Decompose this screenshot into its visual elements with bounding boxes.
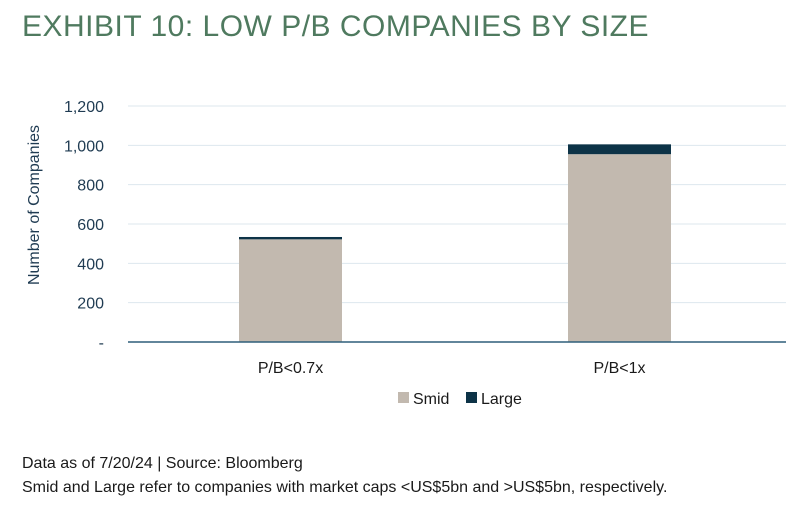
y-tick-label: 1,000 <box>64 138 104 155</box>
y-tick-label: 800 <box>77 178 104 195</box>
x-category-label: P/B<0.7x <box>258 360 323 377</box>
y-tick-label: 600 <box>77 217 104 234</box>
legend-label: Smid <box>413 391 449 408</box>
bar-large <box>568 144 671 155</box>
y-axis-ticks: - 200 400 600 800 1,000 1,200 <box>64 99 104 352</box>
x-axis-categories: P/B<0.7x P/B<1x <box>258 360 646 377</box>
legend: Smid Large <box>398 391 522 408</box>
bar-smid <box>239 239 342 342</box>
definition-note: Smid and Large refer to companies with m… <box>22 479 668 496</box>
y-tick-label: 400 <box>77 256 104 273</box>
legend-swatch-large <box>466 392 477 403</box>
x-category-label: P/B<1x <box>593 360 645 377</box>
chart-title: EXHIBIT 10: LOW P/B COMPANIES BY SIZE <box>22 10 650 43</box>
stacked-bar-chart: - 200 400 600 800 1,000 1,200 P/B<0.7x P/B<1x N… <box>26 99 786 408</box>
bar-smid <box>568 154 671 342</box>
bars <box>239 144 671 342</box>
y-tick-label: - <box>99 335 104 352</box>
legend-label: Large <box>481 391 522 408</box>
bar-large <box>239 236 342 240</box>
legend-swatch-smid <box>398 392 409 403</box>
y-tick-label: 1,200 <box>64 99 104 116</box>
gridlines <box>128 105 786 304</box>
y-tick-label: 200 <box>77 296 104 313</box>
y-axis-label: Number of Companies <box>26 125 43 285</box>
source-note: Data as of 7/20/24 | Source: Bloomberg <box>22 455 303 472</box>
